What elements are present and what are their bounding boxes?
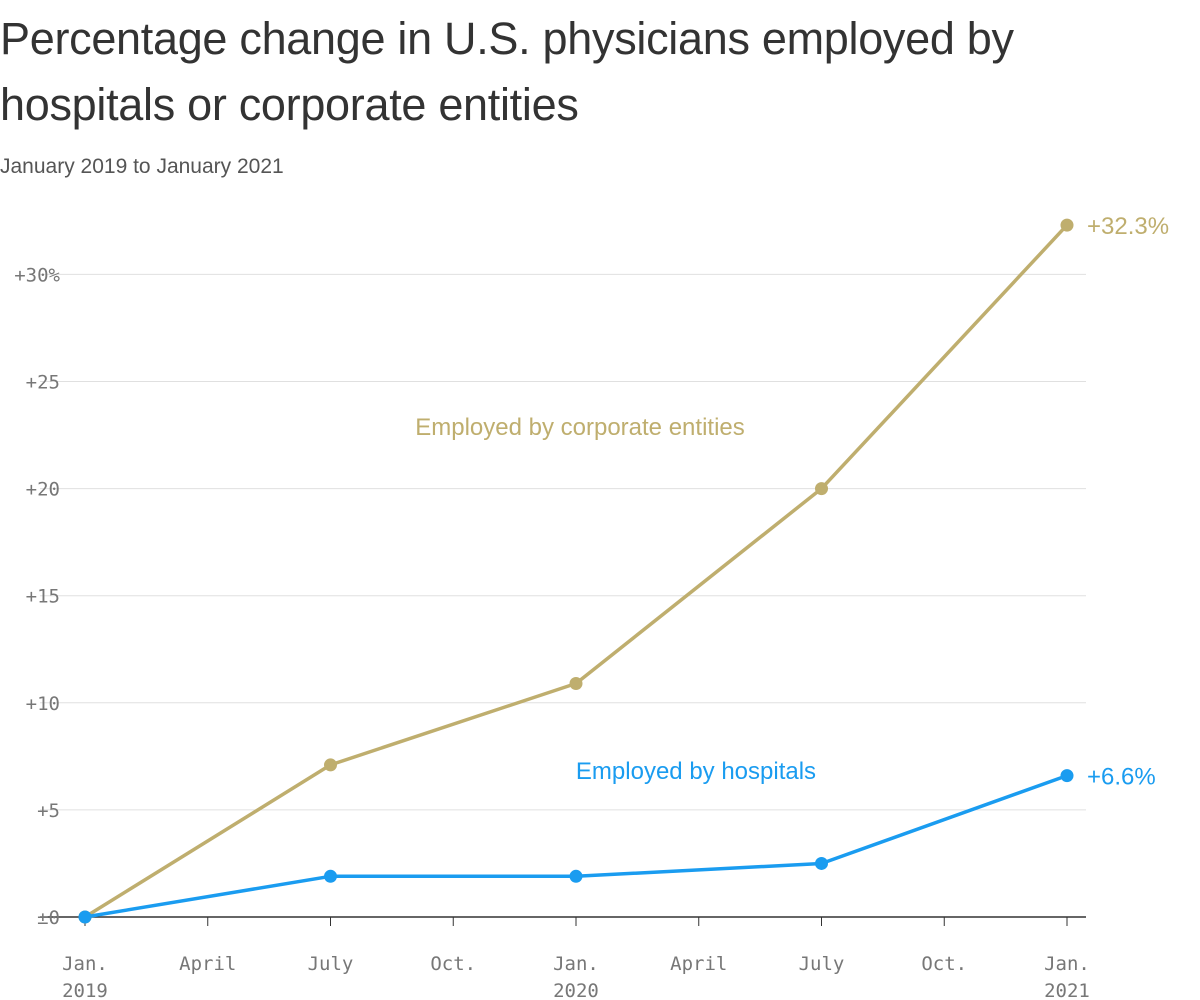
end-value-label-corporate: +32.3% xyxy=(1087,213,1169,240)
data-point-hospitals xyxy=(1060,769,1074,783)
x-tick-label: Jan. xyxy=(1044,953,1090,975)
x-tick-year-label: 2021 xyxy=(1044,980,1090,1000)
end-value-label-hospitals: +6.6% xyxy=(1087,764,1156,791)
y-tick-label: +20 xyxy=(26,479,60,501)
y-tick-label: +30% xyxy=(14,264,60,286)
series-line-hospitals xyxy=(83,773,1069,919)
y-tick-label: +5 xyxy=(37,800,60,822)
x-tick-year-label: 2019 xyxy=(62,980,108,1000)
data-point-corporate xyxy=(1060,218,1074,232)
x-tick-label: April xyxy=(179,953,236,975)
data-point-hospitals xyxy=(324,869,337,883)
data-point-corporate xyxy=(569,677,583,691)
data-point-corporate xyxy=(324,758,337,772)
x-tick-year-label: 2020 xyxy=(553,980,599,1000)
y-tick-label: +25 xyxy=(26,372,60,394)
data-point-hospitals xyxy=(569,869,583,883)
x-tick-label: Oct. xyxy=(921,953,967,975)
y-tick-label: ±0 xyxy=(37,907,60,929)
series-name-label-corporate: Employed by corporate entities xyxy=(415,414,745,441)
y-axis: ±0 +5 +10 +15 +20 +25 +30% xyxy=(14,264,60,929)
chart-subtitle: January 2019 to January 2021 xyxy=(0,155,284,178)
series-labels: +32.3% Employed by corporate entities +6.6… xyxy=(415,213,1169,790)
x-tick-label: April xyxy=(670,953,727,975)
y-tick-label: +15 xyxy=(26,586,60,608)
x-tick-label: Jan. xyxy=(553,953,599,975)
gridlines xyxy=(40,273,1086,918)
data-point-corporate xyxy=(815,482,828,496)
x-tick-label: July xyxy=(308,953,354,975)
x-tick-label: Jan. xyxy=(62,953,108,975)
series-line-corporate xyxy=(83,223,1069,919)
data-point-hospitals xyxy=(78,910,92,924)
x-tick-label: Oct. xyxy=(430,953,476,975)
y-tick-label: +10 xyxy=(26,693,60,715)
x-tick-label: July xyxy=(799,953,845,975)
series-lines xyxy=(78,218,1074,924)
x-axis: Jan. 2019 April July Oct. Jan. 2020 April July Oc… xyxy=(62,917,1090,1000)
series-name-label-hospitals: Employed by hospitals xyxy=(576,758,816,785)
data-point-hospitals xyxy=(815,856,828,870)
chart-title: Percentage change in U.S. physicians emp… xyxy=(0,13,1014,130)
